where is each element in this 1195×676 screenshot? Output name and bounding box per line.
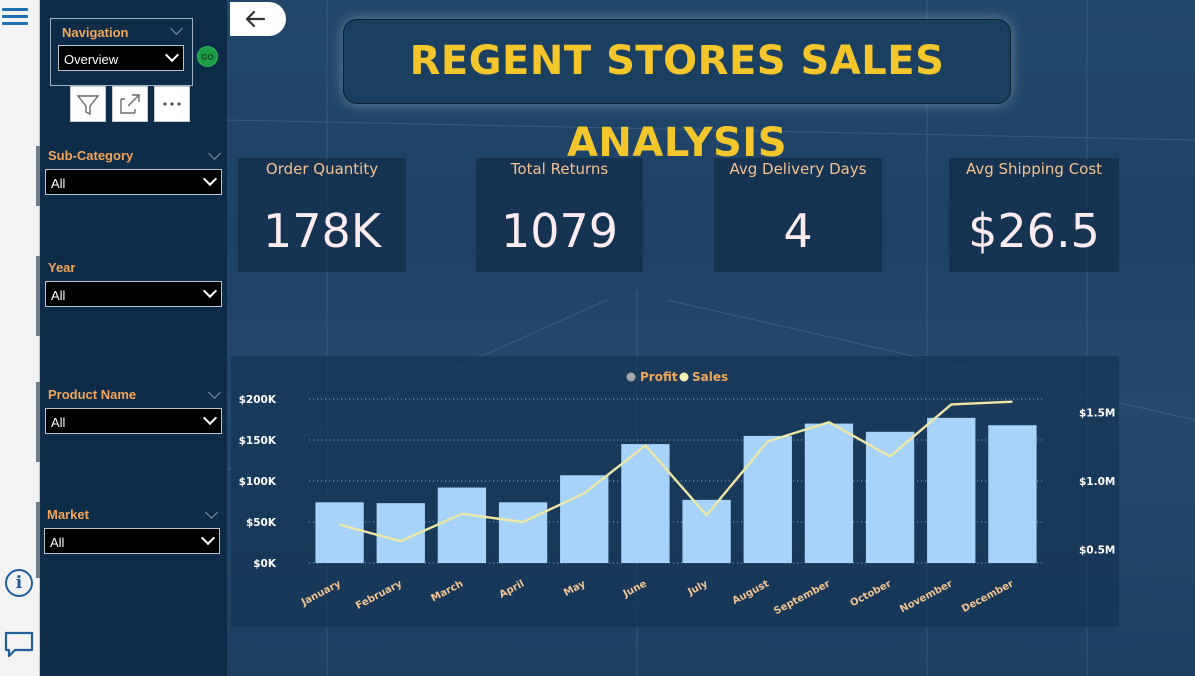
y-left-tick-label: $50K: [246, 517, 277, 529]
kpi-card-total-returns: Total Returns 1079: [476, 158, 643, 272]
dropdown-arrow-icon: [202, 410, 218, 426]
y-left-tick-label: $200K: [239, 394, 277, 406]
bar-profit: [498, 502, 548, 563]
slicer-market: Market All: [36, 500, 227, 580]
slicer-year: Year All: [36, 252, 227, 338]
slicer-accent: [36, 382, 40, 462]
navigation-box: Navigation Overview: [50, 18, 193, 86]
x-tick-label: July: [685, 578, 710, 598]
kpi-label: Avg Delivery Days: [729, 160, 867, 178]
go-button[interactable]: GO: [197, 46, 218, 67]
back-button[interactable]: [230, 2, 286, 36]
bar-profit: [865, 431, 915, 563]
bar-profit: [621, 444, 670, 563]
slicer-dropdown[interactable]: All: [45, 281, 222, 307]
x-tick-label: November: [898, 578, 954, 615]
bar-profit: [682, 499, 731, 563]
x-tick-label: May: [562, 578, 588, 599]
profit-sales-chart: Profit Sales $0K $50K $100K $150K $200K $0.5M $1…: [231, 356, 1119, 627]
x-tick-label: August: [731, 578, 772, 607]
report-title-box: REGENT STORES SALES ANALYSIS: [343, 19, 1011, 166]
x-tick-label: March: [429, 578, 465, 604]
slicer-value: All: [51, 288, 66, 303]
slicer-label: Sub-Category: [48, 148, 134, 163]
bar-profit: [560, 475, 609, 563]
slicer-dropdown[interactable]: All: [45, 169, 222, 195]
y-left-tick-label: $0K: [253, 558, 277, 570]
slicer-value: All: [50, 535, 65, 550]
more-options-icon[interactable]: [154, 86, 190, 122]
slicer-label: Product Name: [48, 387, 137, 402]
slicer-product-name: Product Name All: [36, 380, 227, 464]
kpi-card-avg-shipping-cost: Avg Shipping Cost $26.5: [949, 158, 1119, 272]
legend-marker-profit: [626, 372, 636, 382]
kpi-value: $26.5: [968, 204, 1100, 258]
slicer-value: All: [51, 415, 66, 430]
navigation-selected: Overview: [64, 52, 119, 67]
bar-profit: [804, 423, 854, 563]
x-tick-label: February: [354, 578, 404, 612]
x-tick-label: October: [849, 578, 894, 609]
left-rail: i: [0, 0, 40, 676]
bar-profit: [988, 425, 1037, 563]
kpi-value: 178K: [263, 204, 381, 258]
chevron-down-icon[interactable]: [208, 386, 221, 399]
dropdown-arrow-icon: [164, 47, 180, 63]
y-right-tick-label: $0.5M: [1079, 544, 1115, 556]
slicer-accent: [36, 146, 40, 206]
chevron-down-icon[interactable]: [205, 506, 218, 519]
slicer-label: Year: [48, 260, 76, 275]
chevron-down-icon[interactable]: [170, 22, 183, 35]
slicer-accent: [36, 256, 40, 336]
y-right-tick-label: $1.5M: [1079, 408, 1115, 420]
legend-label: Profit: [640, 370, 678, 384]
x-tick-label: April: [498, 578, 527, 600]
x-tick-label: January: [299, 578, 343, 609]
focus-mode-icon[interactable]: [112, 86, 148, 122]
slicer-dropdown[interactable]: All: [44, 528, 220, 554]
y-left-tick-label: $100K: [239, 476, 277, 488]
chevron-down-icon[interactable]: [208, 147, 221, 160]
navigation-title: Navigation: [62, 25, 129, 40]
kpi-value: 1079: [500, 204, 619, 258]
info-icon[interactable]: i: [5, 569, 33, 597]
slicer-accent: [36, 502, 40, 578]
dropdown-arrow-icon: [202, 171, 218, 187]
kpi-card-order-quantity: Order Quantity 178K: [238, 158, 406, 272]
bar-profit: [437, 487, 487, 563]
legend-marker-sales: [679, 372, 689, 382]
x-tick-label: June: [621, 578, 649, 600]
line-sales: [339, 400, 1013, 543]
kpi-label: Order Quantity: [265, 160, 379, 178]
kpi-card-avg-delivery-days: Avg Delivery Days 4: [714, 158, 882, 272]
report-canvas: REGENT STORES SALES ANALYSIS Order Quant…: [227, 0, 1195, 676]
slicer-label: Market: [47, 507, 89, 522]
filter-icon[interactable]: [70, 86, 106, 122]
y-left-tick-label: $150K: [239, 435, 277, 447]
back-arrow-icon: [245, 10, 266, 28]
bar-profit: [315, 502, 364, 563]
y-right-tick-label: $1.0M: [1079, 476, 1115, 488]
x-tick-label: September: [772, 578, 832, 617]
bar-profit: [927, 417, 976, 563]
x-tick-label: December: [960, 578, 1016, 615]
kpi-label: Avg Shipping Cost: [965, 160, 1103, 178]
comment-icon[interactable]: [4, 630, 34, 660]
legend-label: Sales: [692, 370, 728, 384]
chart-svg: Profit Sales $0K $50K $100K $150K $200K $0.5M $1…: [239, 370, 1116, 617]
dropdown-arrow-icon: [202, 283, 218, 299]
slicer-panel: Navigation Overview GO Sub-Category All …: [36, 0, 227, 676]
report-title: REGENT STORES SALES ANALYSIS: [409, 38, 945, 166]
bar-profit: [743, 435, 792, 563]
slicer-value: All: [51, 176, 66, 191]
kpi-value: 4: [783, 204, 813, 258]
navigation-dropdown[interactable]: Overview: [58, 45, 184, 71]
slicer-sub-category: Sub-Category All: [36, 140, 227, 210]
kpi-label: Total Returns: [510, 160, 609, 178]
slicer-dropdown[interactable]: All: [45, 408, 222, 434]
dropdown-arrow-icon: [200, 530, 216, 546]
hamburger-icon[interactable]: [2, 4, 28, 30]
